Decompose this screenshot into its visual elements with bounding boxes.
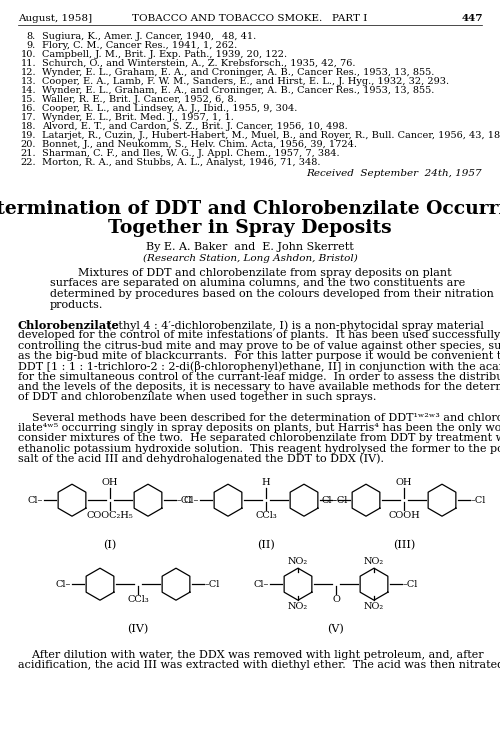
Text: Wynder, E. L., Graham, E. A., and Croninger, A. B., Cancer Res., 1953, 13, 855.: Wynder, E. L., Graham, E. A., and Cronin… — [42, 86, 434, 95]
Text: NO₂: NO₂ — [364, 557, 384, 567]
Text: COOH: COOH — [388, 511, 420, 520]
Text: 17.: 17. — [20, 113, 36, 122]
Text: Cl–: Cl– — [322, 496, 337, 504]
Text: (IV): (IV) — [128, 624, 148, 635]
Text: 13.: 13. — [20, 77, 36, 86]
Text: O: O — [332, 595, 340, 605]
Text: for the simultaneous control of the currant-leaf midge.  In order to assess the : for the simultaneous control of the curr… — [18, 371, 500, 382]
Text: Latarjet, R., Cuzin, J., Hubert-Habert, M., Muel, B., and Royer, R., Bull. Cance: Latarjet, R., Cuzin, J., Hubert-Habert, … — [42, 131, 500, 140]
Text: By E. A. Baker  and  E. John Skerrett: By E. A. Baker and E. John Skerrett — [146, 242, 354, 252]
Text: Waller, R. E., Brit. J. Cancer, 1952, 6, 8.: Waller, R. E., Brit. J. Cancer, 1952, 6,… — [42, 95, 237, 104]
Text: Several methods have been described for the determination of DDT¹ʷ²ʷ³ and chloro: Several methods have been described for … — [18, 413, 500, 423]
Text: CCl₃: CCl₃ — [255, 511, 277, 520]
Text: Morton, R. A., and Stubbs, A. L., Analyst, 1946, 71, 348.: Morton, R. A., and Stubbs, A. L., Analys… — [42, 158, 320, 167]
Text: 10.: 10. — [20, 50, 36, 59]
Text: –Cl: –Cl — [177, 496, 192, 504]
Text: consider mixtures of the two.  He separated chlorobenzilate from DDT by treatmen: consider mixtures of the two. He separat… — [18, 433, 500, 443]
Text: August, 1958]: August, 1958] — [18, 14, 92, 23]
Text: H: H — [262, 478, 270, 487]
Text: –Cl: –Cl — [205, 580, 220, 588]
Text: COOC₂H₅: COOC₂H₅ — [86, 511, 134, 520]
Text: Received  September  24th, 1957: Received September 24th, 1957 — [306, 169, 482, 178]
Text: 16.: 16. — [20, 104, 36, 113]
Text: Flory, C. M., Cancer Res., 1941, 1, 262.: Flory, C. M., Cancer Res., 1941, 1, 262. — [42, 41, 237, 50]
Text: (ethyl 4 : 4′-dichlorobenzilate, I) is a non-phytocidal spray material: (ethyl 4 : 4′-dichlorobenzilate, I) is a… — [104, 320, 484, 330]
Text: Wynder, E. L., Brit. Med. J., 1957, 1, 1.: Wynder, E. L., Brit. Med. J., 1957, 1, 1… — [42, 113, 234, 122]
Text: determined by procedures based on the colours developed from their nitration: determined by procedures based on the co… — [50, 289, 494, 299]
Text: DDT [1 : 1 : 1-trichloro-2 : 2-di(β-chlorophenyl)ethane, II] in conjunction with: DDT [1 : 1 : 1-trichloro-2 : 2-di(β-chlo… — [18, 361, 500, 372]
Text: controlling the citrus-bud mite and may prove to be of value against other speci: controlling the citrus-bud mite and may … — [18, 341, 500, 351]
Text: NO₂: NO₂ — [364, 602, 384, 611]
Text: Wynder, E. L., Graham, E. A., and Croninger, A. B., Cancer Res., 1953, 13, 855.: Wynder, E. L., Graham, E. A., and Cronin… — [42, 68, 434, 77]
Text: NO₂: NO₂ — [288, 602, 308, 611]
Text: CCl₃: CCl₃ — [127, 595, 149, 605]
Text: –Cl: –Cl — [333, 496, 348, 504]
Text: –Cl: –Cl — [403, 580, 418, 588]
Text: –Cl: –Cl — [471, 496, 486, 504]
Text: 11.: 11. — [20, 59, 36, 68]
Text: Campbell, J. M., Brit. J. Exp. Path., 1939, 20, 122.: Campbell, J. M., Brit. J. Exp. Path., 19… — [42, 50, 287, 59]
Text: products.: products. — [50, 300, 104, 309]
Text: 14.: 14. — [20, 86, 36, 95]
Text: Cooper, R. L., and Lindsey, A. J., Ibid., 1955, 9, 304.: Cooper, R. L., and Lindsey, A. J., Ibid.… — [42, 104, 298, 113]
Text: (III): (III) — [393, 540, 415, 550]
Text: 20.: 20. — [20, 140, 36, 149]
Text: Cooper, E. A., Lamb, F. W. M., Sanders, E., and Hirst, E. L., J. Hyg., 1932, 32,: Cooper, E. A., Lamb, F. W. M., Sanders, … — [42, 77, 449, 86]
Text: Cl–: Cl– — [56, 580, 71, 588]
Text: 18.: 18. — [20, 122, 36, 131]
Text: and the levels of the deposits, it is necessary to have available methods for th: and the levels of the deposits, it is ne… — [18, 382, 500, 392]
Text: Cl–: Cl– — [254, 580, 269, 588]
Text: Sharman, C. F., and Iles, W. G., J. Appl. Chem., 1957, 7, 384.: Sharman, C. F., and Iles, W. G., J. Appl… — [42, 149, 340, 158]
Text: ilate⁴ʷ⁵ occurring singly in spray deposits on plants, but Harris⁴ has been the : ilate⁴ʷ⁵ occurring singly in spray depos… — [18, 423, 500, 433]
Text: Bonnet, J., and Neukomm, S., Helv. Chim. Acta, 1956, 39, 1724.: Bonnet, J., and Neukomm, S., Helv. Chim.… — [42, 140, 357, 149]
Text: (II): (II) — [257, 540, 275, 550]
Text: 12.: 12. — [20, 68, 36, 77]
Text: Together in Spray Deposits: Together in Spray Deposits — [108, 219, 392, 237]
Text: 19.: 19. — [20, 131, 36, 140]
Text: 15.: 15. — [20, 95, 36, 104]
Text: OH: OH — [102, 478, 118, 487]
Text: Alvord, E. T., and Cardon, S. Z., Brit. J. Cancer, 1956, 10, 498.: Alvord, E. T., and Cardon, S. Z., Brit. … — [42, 122, 348, 131]
Text: TOBACCO AND TOBACCO SMOKE.   PART I: TOBACCO AND TOBACCO SMOKE. PART I — [132, 14, 368, 23]
Text: Schurch, O., and Winterstein, A., Z. Krebsforsch., 1935, 42, 76.: Schurch, O., and Winterstein, A., Z. Kre… — [42, 59, 356, 68]
Text: developed for the control of mite infestations of plants.  It has been used succ: developed for the control of mite infest… — [18, 330, 500, 341]
Text: Mixtures of DDT and chlorobenzilate from spray deposits on plant: Mixtures of DDT and chlorobenzilate from… — [50, 268, 452, 278]
Text: NO₂: NO₂ — [288, 557, 308, 567]
Text: ethanolic potassium hydroxide solution.  This reagent hydrolysed the former to t: ethanolic potassium hydroxide solution. … — [18, 444, 500, 454]
Text: (I): (I) — [104, 540, 117, 550]
Text: Cl–: Cl– — [184, 496, 199, 504]
Text: 22.: 22. — [20, 158, 36, 167]
Text: of DDT and chlorobenzilate when used together in such sprays.: of DDT and chlorobenzilate when used tog… — [18, 392, 376, 402]
Text: OH: OH — [396, 478, 412, 487]
Text: Sugiura, K., Amer. J. Cancer, 1940,  48, 41.: Sugiura, K., Amer. J. Cancer, 1940, 48, … — [42, 32, 256, 41]
Text: 8.: 8. — [27, 32, 36, 41]
Text: acidification, the acid III was extracted with diethyl ether.  The acid was then: acidification, the acid III was extracte… — [18, 661, 500, 670]
Text: Cl–: Cl– — [28, 496, 43, 504]
Text: surfaces are separated on alumina columns, and the two constituents are: surfaces are separated on alumina column… — [50, 279, 465, 289]
Text: as the big-bud mite of blackcurrants.  For this latter purpose it would be conve: as the big-bud mite of blackcurrants. Fo… — [18, 351, 500, 361]
Text: Determination of DDT and Chlorobenzilate Occurring: Determination of DDT and Chlorobenzilate… — [0, 200, 500, 218]
Text: (V): (V) — [328, 624, 344, 635]
Text: 9.: 9. — [27, 41, 36, 50]
Text: 21.: 21. — [20, 149, 36, 158]
Text: salt of the acid III and dehydrohalogenated the DDT to DDX (IV).: salt of the acid III and dehydrohalogena… — [18, 454, 384, 464]
Text: Chlorobenzilate: Chlorobenzilate — [18, 320, 120, 331]
Text: (Research Station, Long Ashdon, Bristol): (Research Station, Long Ashdon, Bristol) — [142, 254, 358, 263]
Text: 447: 447 — [462, 14, 483, 23]
Text: After dilution with water, the DDX was removed with light petroleum, and, after: After dilution with water, the DDX was r… — [18, 650, 483, 660]
